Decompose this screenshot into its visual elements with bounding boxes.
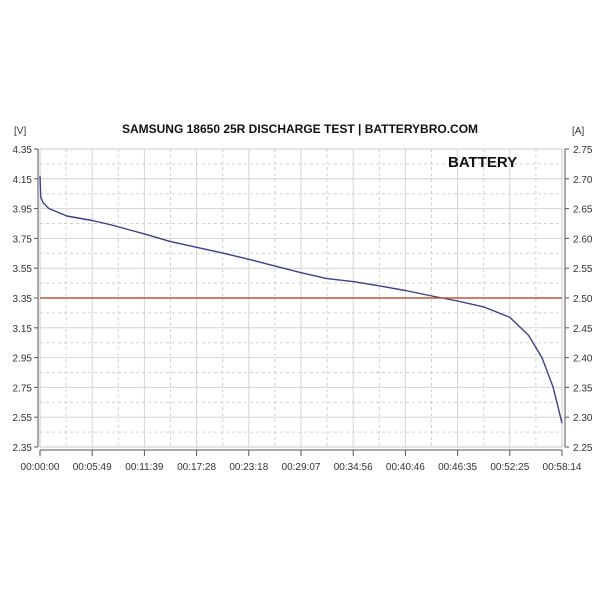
legend-label: BATTERY: [448, 154, 517, 171]
y-left-tick-label: 2.95: [13, 354, 33, 365]
y-left-tick-label: 3.15: [13, 324, 33, 335]
y-right-tick-label: 2.45: [573, 324, 593, 335]
x-tick-label: 00:52:25: [490, 462, 529, 473]
y-right-tick-label: 2.25: [573, 443, 593, 454]
y-left-tick-label: 4.35: [13, 145, 33, 156]
y-right-tick-label: 2.30: [573, 413, 593, 424]
y-right-tick-label: 2.35: [573, 383, 593, 394]
y-left-tick-label: 3.75: [13, 234, 33, 245]
series-group: [39, 175, 563, 424]
x-tick-label: 00:17:28: [177, 462, 216, 473]
y-right-tick-label: 2.55: [573, 264, 593, 275]
y-left-tick-label: 3.35: [13, 294, 33, 305]
voltage-series-line: [39, 175, 563, 424]
y-left-tick-label: 2.55: [13, 413, 33, 424]
y-right-axis-label: [A]: [572, 126, 584, 137]
chart-title: SAMSUNG 18650 25R DISCHARGE TEST | BATTE…: [122, 122, 478, 136]
x-tick-label: 00:23:18: [229, 462, 268, 473]
y-right-tick-label: 2.75: [573, 145, 593, 156]
y-left-tick-label: 2.75: [13, 383, 33, 394]
x-tick-label: 00:11:39: [125, 462, 164, 473]
y-left-tick-label: 3.55: [13, 264, 33, 275]
x-tick-label: 00:00:00: [21, 462, 60, 473]
y-left-tick-label: 4.15: [13, 175, 33, 186]
x-tick-label: 00:40:46: [386, 462, 425, 473]
y-left-tick-label: 3.95: [13, 205, 33, 216]
y-left-tick-label: 2.35: [13, 443, 33, 454]
x-tick-label: 00:05:49: [73, 462, 112, 473]
axes: 00:00:00 00:05:49 00:11:39 00:17:28 00:23:18…: [13, 145, 593, 473]
x-tick-label: 00:34:56: [334, 462, 373, 473]
x-tick-label: 00:58:14: [543, 462, 582, 473]
y-right-tick-label: 2.40: [573, 354, 593, 365]
y-right-tick-label: 2.70: [573, 175, 593, 186]
x-tick-label: 00:46:35: [438, 462, 477, 473]
x-tick-label: 00:29:07: [282, 462, 321, 473]
y-right-tick-label: 2.60: [573, 234, 593, 245]
y-right-tick-label: 2.50: [573, 294, 593, 305]
y-right-tick-label: 2.65: [573, 205, 593, 216]
y-left-axis-label: [V]: [14, 126, 26, 137]
